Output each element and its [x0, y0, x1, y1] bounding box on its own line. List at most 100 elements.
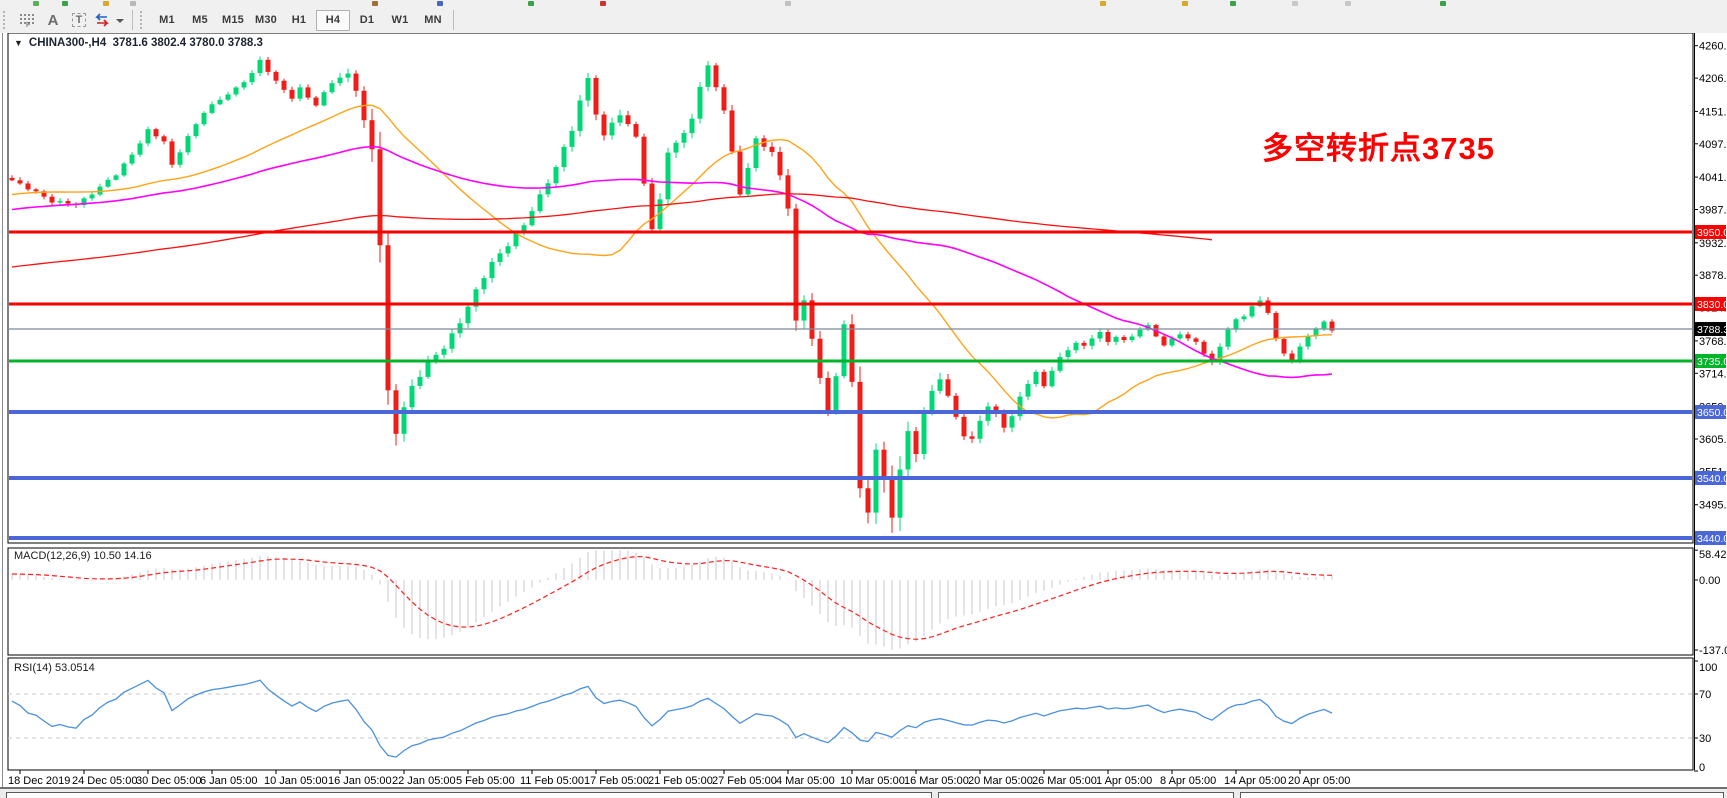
candle-body — [729, 110, 735, 152]
symbol-dropdown-icon[interactable]: ▼ — [14, 38, 23, 48]
toolbar-separator — [132, 10, 133, 30]
snap-grid-icon[interactable]: F — [14, 10, 40, 30]
candle-body — [1249, 306, 1255, 317]
candle-body — [313, 97, 319, 106]
macd-indicator-label: MACD(12,26,9) 10.50 14.16 — [14, 550, 152, 562]
tf-button-mn[interactable]: MN — [424, 14, 442, 26]
candle-body — [697, 86, 703, 119]
candle-body — [753, 138, 759, 169]
candle-body — [121, 163, 127, 176]
candle-body — [369, 120, 375, 150]
toolbar: F A T M1 M5 M15 M30 H1 H4 D1 W1 MN — [0, 7, 1727, 34]
candle-body — [305, 87, 311, 98]
tf-button-h1[interactable]: H1 — [291, 14, 307, 26]
candle-body — [417, 376, 423, 386]
candle-body — [1305, 336, 1311, 347]
price-badge-3540.0-bg — [1695, 471, 1726, 485]
time-axis-label: 16 Mar 05:00 — [904, 775, 969, 787]
candle-body — [857, 381, 863, 489]
objects-arrows-icon[interactable] — [92, 10, 128, 30]
candle-body — [809, 300, 815, 339]
candle-body — [1041, 371, 1047, 387]
candle-body — [889, 479, 895, 518]
candle-body — [473, 289, 479, 307]
rsi-tick-label: 30 — [1699, 733, 1711, 745]
candle-body — [529, 211, 535, 226]
chart-window[interactable]: 4260.5 4206.5 4151.0 4097.0 4041.5 3987.5 3932… — [0, 33, 1727, 788]
candle-body — [617, 115, 623, 123]
candle-body — [609, 122, 615, 136]
macd-plot-frame — [7, 547, 1694, 656]
candle-body — [505, 246, 511, 254]
candle-body — [1217, 346, 1223, 362]
text-label-icon[interactable]: T — [66, 10, 92, 30]
candle-body — [913, 431, 919, 455]
candle-body — [193, 124, 199, 137]
tf-button-m5[interactable]: M5 — [192, 14, 208, 26]
price-tick-label: 4260.5 — [1699, 41, 1727, 53]
time-axis-label: 10 Mar 05:00 — [840, 775, 905, 787]
candle-body — [721, 87, 727, 111]
time-axis-label: 14 Apr 05:00 — [1224, 775, 1286, 787]
candle-body — [17, 180, 23, 184]
lower-window-edge — [938, 792, 1234, 798]
candle-body — [1281, 338, 1287, 354]
symbol-ohlc-header[interactable]: ▼ CHINA300-,H4 3781.6 3802.4 3780.0 3788.… — [14, 37, 263, 49]
candle-body — [241, 82, 247, 88]
lower-window-edge — [6, 792, 932, 798]
time-axis-label: 17 Feb 05:00 — [584, 775, 649, 787]
tf-button-m30[interactable]: M30 — [255, 14, 277, 26]
candle-body — [681, 133, 687, 143]
candle-body — [1233, 319, 1239, 330]
candle-body — [921, 411, 927, 455]
rsi-tick-label: 100 — [1699, 662, 1717, 674]
candle-body — [601, 114, 607, 136]
symbol-ohlc-text: CHINA300-,H4 3781.6 3802.4 3780.0 3788.3 — [28, 37, 263, 49]
price-chart-canvas[interactable]: 4260.5 4206.5 4151.0 4097.0 4041.5 3987.5 3932… — [0, 33, 1727, 788]
price-tick-label: 4206.5 — [1699, 73, 1727, 85]
clipped-icon-fragment — [785, 1, 791, 6]
tf-button-m1[interactable]: M1 — [159, 14, 175, 26]
candle-body — [145, 129, 151, 144]
lower-window-edge — [1240, 792, 1724, 798]
candle-body — [9, 177, 15, 181]
insert-text-icon[interactable]: A — [47, 11, 59, 29]
time-axis-label: 11 Feb 05:00 — [520, 775, 584, 787]
candle-body — [1065, 350, 1071, 357]
candle-body — [633, 124, 639, 137]
candle-body — [89, 194, 95, 199]
toolbar-grip[interactable] — [3, 11, 9, 29]
candle-body — [897, 469, 903, 518]
candle-body — [849, 324, 855, 382]
candle-body — [289, 89, 295, 99]
candles-layer — [9, 56, 1335, 533]
macd-layer — [11, 550, 1333, 650]
time-axis-label: 22 Jan 05:00 — [392, 775, 456, 787]
candle-body — [513, 233, 519, 247]
time-axis-label: 21 Feb 05:00 — [648, 775, 713, 787]
current-price-badge: 3788.3 — [1697, 324, 1727, 336]
candle-body — [1033, 371, 1039, 385]
chinese-annotation-text: 多空转折点3735 — [1262, 131, 1495, 166]
candle-body — [377, 149, 383, 246]
candle-body — [1225, 329, 1231, 347]
price-tick-label: 3768.5 — [1699, 336, 1727, 348]
price-tick-label: 4041.5 — [1699, 172, 1727, 184]
candle-body — [497, 253, 503, 262]
candle-body — [265, 59, 271, 72]
timeframe-grip[interactable] — [140, 11, 146, 29]
candle-body — [977, 420, 983, 439]
candle-body — [161, 136, 167, 142]
current-price-badge-bg — [1695, 322, 1726, 337]
candle-body — [177, 152, 183, 165]
tf-button-h4[interactable]: H4 — [316, 9, 350, 31]
tf-button-m15[interactable]: M15 — [222, 14, 244, 26]
clipped-icon-fragment — [437, 1, 443, 6]
toolbar-separator-2 — [453, 10, 454, 30]
candle-body — [1201, 341, 1207, 354]
tf-button-w1[interactable]: W1 — [391, 14, 409, 26]
tf-button-d1[interactable]: D1 — [359, 14, 375, 26]
candle-body — [409, 385, 415, 408]
ma-fast-orange-line — [11, 104, 1333, 419]
clipped-icon-fragment — [62, 1, 68, 6]
